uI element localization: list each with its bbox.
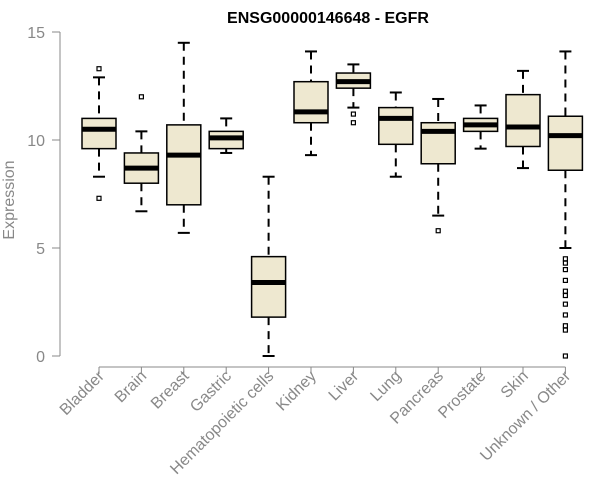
outlier-point <box>562 277 569 283</box>
y-tick-label: 15 <box>27 25 45 42</box>
iqr-box <box>505 93 541 148</box>
y-axis-label: Expression <box>1 160 18 239</box>
outlier-point <box>562 301 569 307</box>
y-tick-label: 5 <box>36 241 45 258</box>
box-group <box>378 91 414 178</box>
iqr-box <box>81 117 117 150</box>
x-tick-label: Skin <box>498 368 532 402</box>
x-tick-label: Bladder <box>57 367 108 418</box>
x-tick-label: Kidney <box>273 368 320 415</box>
outlier-point <box>138 94 144 100</box>
outlier-point <box>562 267 569 273</box>
outlier-point <box>562 353 569 359</box>
box-series <box>81 41 584 359</box>
y-tick-label: 10 <box>27 133 45 150</box>
iqr-box <box>166 124 202 206</box>
box-group <box>166 41 202 234</box>
iqr-box <box>250 255 287 318</box>
x-tick-label: Liver <box>326 367 363 404</box>
outlier-point <box>562 256 569 262</box>
iqr-box <box>293 80 329 124</box>
outlier-point <box>435 228 441 234</box>
box-group <box>123 94 160 213</box>
outlier-point <box>350 111 356 117</box>
x-tick-label: Brain <box>112 368 150 406</box>
box-group <box>335 63 372 126</box>
box-group <box>293 50 329 157</box>
box-group <box>505 69 541 170</box>
box-group <box>420 97 456 234</box>
outlier-point <box>96 195 102 201</box>
box-group <box>547 50 584 359</box>
box-group <box>462 104 499 150</box>
iqr-box <box>547 115 584 171</box>
box-group <box>81 66 117 201</box>
iqr-box <box>378 106 414 146</box>
y-axis-ticks: 0 5 10 15 <box>27 25 60 366</box>
outlier-point <box>562 260 569 266</box>
x-tick-label: Prostate <box>435 368 489 422</box>
x-tick-label: Lung <box>367 368 404 405</box>
outlier-point <box>562 327 569 333</box>
chart-title: ENSG00000146648 - EGFR <box>227 10 429 27</box>
y-tick-label: 0 <box>36 349 45 366</box>
outlier-point <box>562 312 569 318</box>
outlier-point <box>96 66 102 72</box>
box-group <box>208 117 244 154</box>
outlier-point <box>562 288 569 294</box>
outlier-point <box>562 292 569 299</box>
box-group <box>250 175 287 357</box>
x-tick-label: Breast <box>148 367 193 412</box>
outlier-point <box>562 323 569 329</box>
outlier-point <box>350 120 356 126</box>
